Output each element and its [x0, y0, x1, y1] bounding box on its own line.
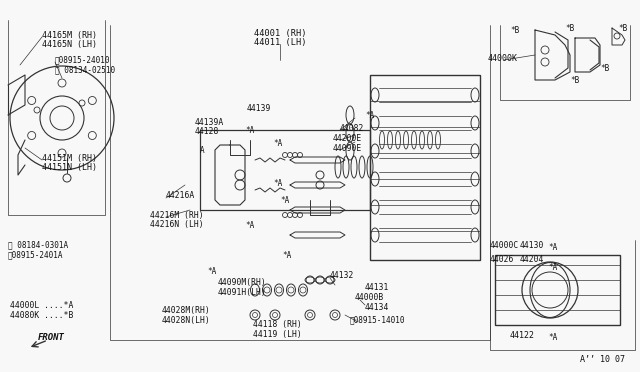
Text: 44000L ....*A: 44000L ....*A [10, 301, 74, 310]
Text: 44134: 44134 [365, 304, 389, 312]
Text: Ⓑ 08134-02510: Ⓑ 08134-02510 [55, 65, 115, 74]
Text: 44028N(LH): 44028N(LH) [162, 315, 211, 324]
Text: 44128: 44128 [195, 126, 220, 135]
Text: 44216A: 44216A [166, 190, 195, 199]
Text: 44139A: 44139A [195, 118, 224, 126]
Text: *A: *A [282, 250, 291, 260]
Text: 44000C: 44000C [490, 241, 519, 250]
Text: *A: *A [273, 138, 282, 148]
Text: 44080K ....*B: 44080K ....*B [10, 311, 74, 320]
Text: *B: *B [618, 23, 627, 32]
Text: Ⓦ08915-2401A: Ⓦ08915-2401A [8, 250, 63, 260]
Text: *A: *A [273, 179, 282, 187]
Text: *A: *A [245, 125, 254, 135]
Text: 44132: 44132 [330, 272, 355, 280]
Text: *A: *A [207, 267, 216, 276]
Text: 44000B: 44000B [355, 294, 384, 302]
Text: *A: *A [280, 196, 289, 205]
Text: 44090M(RH): 44090M(RH) [218, 279, 267, 288]
Bar [495, 255, 620, 325]
Text: 44122: 44122 [510, 330, 535, 340]
Text: 44118 (RH): 44118 (RH) [253, 321, 301, 330]
Text: *B: *B [600, 64, 609, 73]
Text: 44119 (LH): 44119 (LH) [253, 330, 301, 339]
Text: 44204: 44204 [520, 256, 545, 264]
Text: 44216M (RH): 44216M (RH) [150, 211, 204, 219]
Text: 44151N (LH): 44151N (LH) [42, 163, 97, 171]
Text: 44216N (LH): 44216N (LH) [150, 219, 204, 228]
Text: *B: *B [565, 23, 574, 32]
Text: Ⓑ 08184-0301A: Ⓑ 08184-0301A [8, 241, 68, 250]
Text: 44165M (RH): 44165M (RH) [42, 31, 97, 39]
Text: *A: *A [548, 244, 557, 253]
Text: 44130: 44130 [520, 241, 545, 250]
Text: A: A [200, 145, 205, 154]
Text: 44028M(RH): 44028M(RH) [162, 305, 211, 314]
Text: 44131: 44131 [365, 283, 389, 292]
Text: *A: *A [365, 110, 374, 119]
Text: Ⓦ08915-14010: Ⓦ08915-14010 [350, 315, 406, 324]
Bar [370, 75, 480, 260]
Text: *A: *A [548, 334, 557, 343]
Text: 44090E: 44090E [333, 144, 362, 153]
Text: 44151M (RH): 44151M (RH) [42, 154, 97, 163]
Text: 44200E: 44200E [333, 134, 362, 142]
Text: 44001 (RH): 44001 (RH) [253, 29, 307, 38]
Text: 44165N (LH): 44165N (LH) [42, 39, 97, 48]
Text: *B: *B [510, 26, 519, 35]
Text: *B: *B [570, 76, 579, 84]
Text: 44026: 44026 [490, 256, 515, 264]
Text: 44000K: 44000K [488, 54, 518, 62]
Text: A’’ 10 07: A’’ 10 07 [580, 356, 625, 365]
Text: 44082: 44082 [340, 124, 364, 132]
Text: *A: *A [245, 221, 254, 230]
Text: 44011 (LH): 44011 (LH) [253, 38, 307, 46]
Text: Ⓦ08915-24010: Ⓦ08915-24010 [55, 55, 111, 64]
Text: 44139: 44139 [247, 103, 271, 112]
Text: 44091H(LH): 44091H(LH) [218, 288, 267, 296]
Text: *A: *A [548, 263, 557, 273]
Text: FRONT: FRONT [38, 334, 65, 343]
